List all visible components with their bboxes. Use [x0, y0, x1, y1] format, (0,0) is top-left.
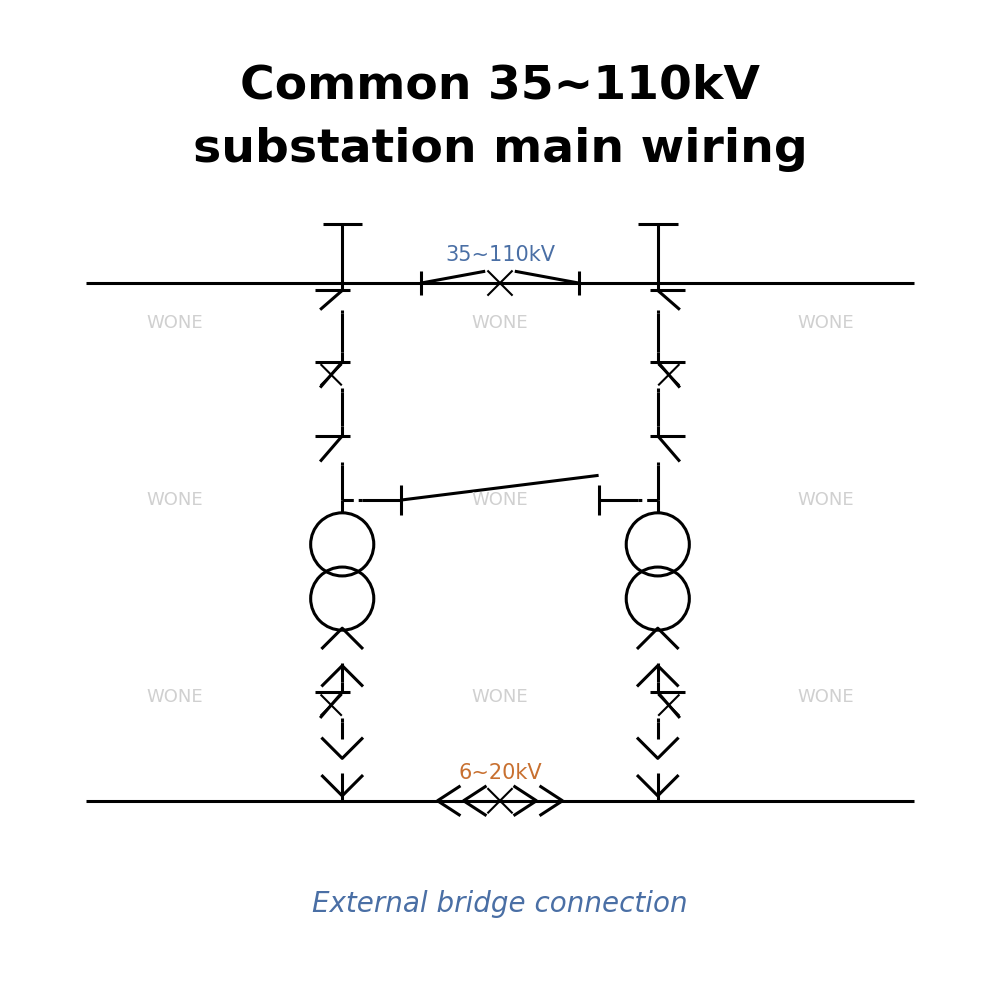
Text: WONE: WONE [797, 314, 854, 332]
Text: 6~20kV: 6~20kV [458, 763, 542, 783]
Text: WONE: WONE [146, 314, 203, 332]
Text: WONE: WONE [146, 688, 203, 706]
Text: substation main wiring: substation main wiring [193, 127, 807, 172]
Text: WONE: WONE [797, 688, 854, 706]
Text: WONE: WONE [472, 688, 528, 706]
Text: WONE: WONE [472, 491, 528, 509]
Text: WONE: WONE [797, 491, 854, 509]
Text: WONE: WONE [472, 314, 528, 332]
Text: Common 35~110kV: Common 35~110kV [240, 63, 760, 108]
Text: WONE: WONE [146, 491, 203, 509]
Text: External bridge connection: External bridge connection [312, 890, 688, 918]
Text: 35~110kV: 35~110kV [445, 245, 555, 265]
